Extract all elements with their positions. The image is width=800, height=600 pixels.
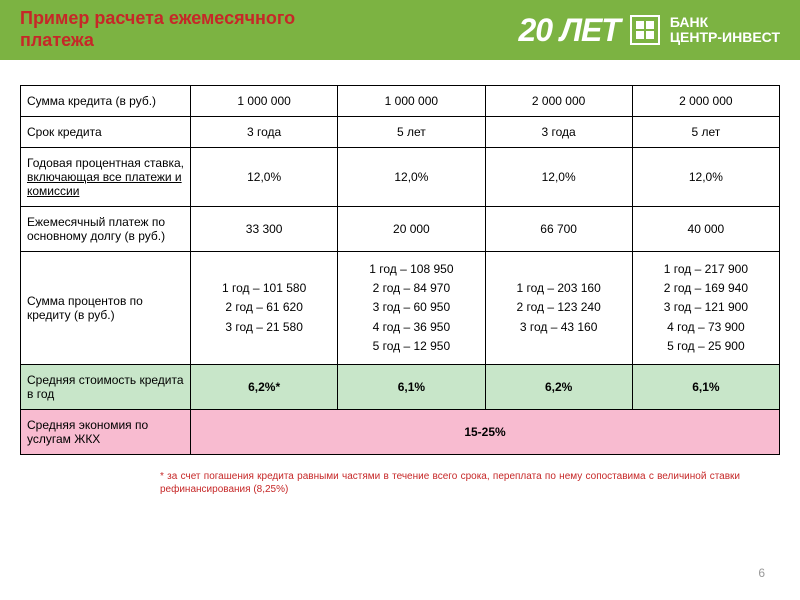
cell: 6,2%* <box>191 364 338 409</box>
cell: 1 000 000 <box>191 86 338 117</box>
header-logo-group: 20 ЛЕТ БАНК ЦЕНТР-ИНВЕСТ <box>518 0 780 60</box>
cell-merged: 15-25% <box>191 409 780 454</box>
bank-label-top: БАНК <box>670 14 708 30</box>
cell: 6,1% <box>632 364 779 409</box>
cell: 2 000 000 <box>632 86 779 117</box>
table-row: Сумма процентов по кредиту (в руб.) 1 го… <box>21 252 780 365</box>
cell: 12,0% <box>485 148 632 207</box>
cell: 6,1% <box>338 364 485 409</box>
row-label: Средняя экономия по услугам ЖКХ <box>21 409 191 454</box>
cell: 2 000 000 <box>485 86 632 117</box>
bank-label-bottom: ЦЕНТР-ИНВЕСТ <box>670 29 780 45</box>
table-row: Годовая процентная ставка, включающая вс… <box>21 148 780 207</box>
row-label: Годовая процентная ставка, включающая вс… <box>21 148 191 207</box>
row-label: Средняя стоимость кредита в год <box>21 364 191 409</box>
cell: 1 год – 203 160 2 год – 123 240 3 год – … <box>485 252 632 365</box>
row-label: Ежемесячный платеж по основному долгу (в… <box>21 207 191 252</box>
content-area: Сумма кредита (в руб.) 1 000 000 1 000 0… <box>0 60 800 506</box>
cell: 1 000 000 <box>338 86 485 117</box>
table-row: Сумма кредита (в руб.) 1 000 000 1 000 0… <box>21 86 780 117</box>
row-label: Срок кредита <box>21 117 191 148</box>
cell: 6,2% <box>485 364 632 409</box>
cell: 12,0% <box>191 148 338 207</box>
page-title: Пример расчета ежемесячного платежа <box>20 8 320 51</box>
row-label: Сумма кредита (в руб.) <box>21 86 191 117</box>
cell: 3 года <box>191 117 338 148</box>
cell: 3 года <box>485 117 632 148</box>
cell: 1 год – 101 580 2 год – 61 620 3 год – 2… <box>191 252 338 365</box>
row-label: Сумма процентов по кредиту (в руб.) <box>21 252 191 365</box>
cell: 40 000 <box>632 207 779 252</box>
cell: 66 700 <box>485 207 632 252</box>
cell: 33 300 <box>191 207 338 252</box>
bank-name: БАНК ЦЕНТР-ИНВЕСТ <box>670 15 780 46</box>
cell: 5 лет <box>632 117 779 148</box>
calculation-table: Сумма кредита (в руб.) 1 000 000 1 000 0… <box>20 85 780 455</box>
cell: 1 год – 108 950 2 год – 84 970 3 год – 6… <box>338 252 485 365</box>
cell: 5 лет <box>338 117 485 148</box>
cell: 12,0% <box>632 148 779 207</box>
header-bar: Пример расчета ежемесячного платежа 20 Л… <box>0 0 800 60</box>
table-row-highlight-green: Средняя стоимость кредита в год 6,2%* 6,… <box>21 364 780 409</box>
bank-logo-icon <box>630 15 660 45</box>
anniversary-text: 20 ЛЕТ <box>518 12 619 49</box>
cell: 20 000 <box>338 207 485 252</box>
page-number: 6 <box>758 566 765 580</box>
table-row: Срок кредита 3 года 5 лет 3 года 5 лет <box>21 117 780 148</box>
cell: 1 год – 217 900 2 год – 169 940 3 год – … <box>632 252 779 365</box>
table-row-highlight-pink: Средняя экономия по услугам ЖКХ 15-25% <box>21 409 780 454</box>
cell: 12,0% <box>338 148 485 207</box>
footnote-text: * за счет погашения кредита равными част… <box>160 470 740 496</box>
table-row: Ежемесячный платеж по основному долгу (в… <box>21 207 780 252</box>
